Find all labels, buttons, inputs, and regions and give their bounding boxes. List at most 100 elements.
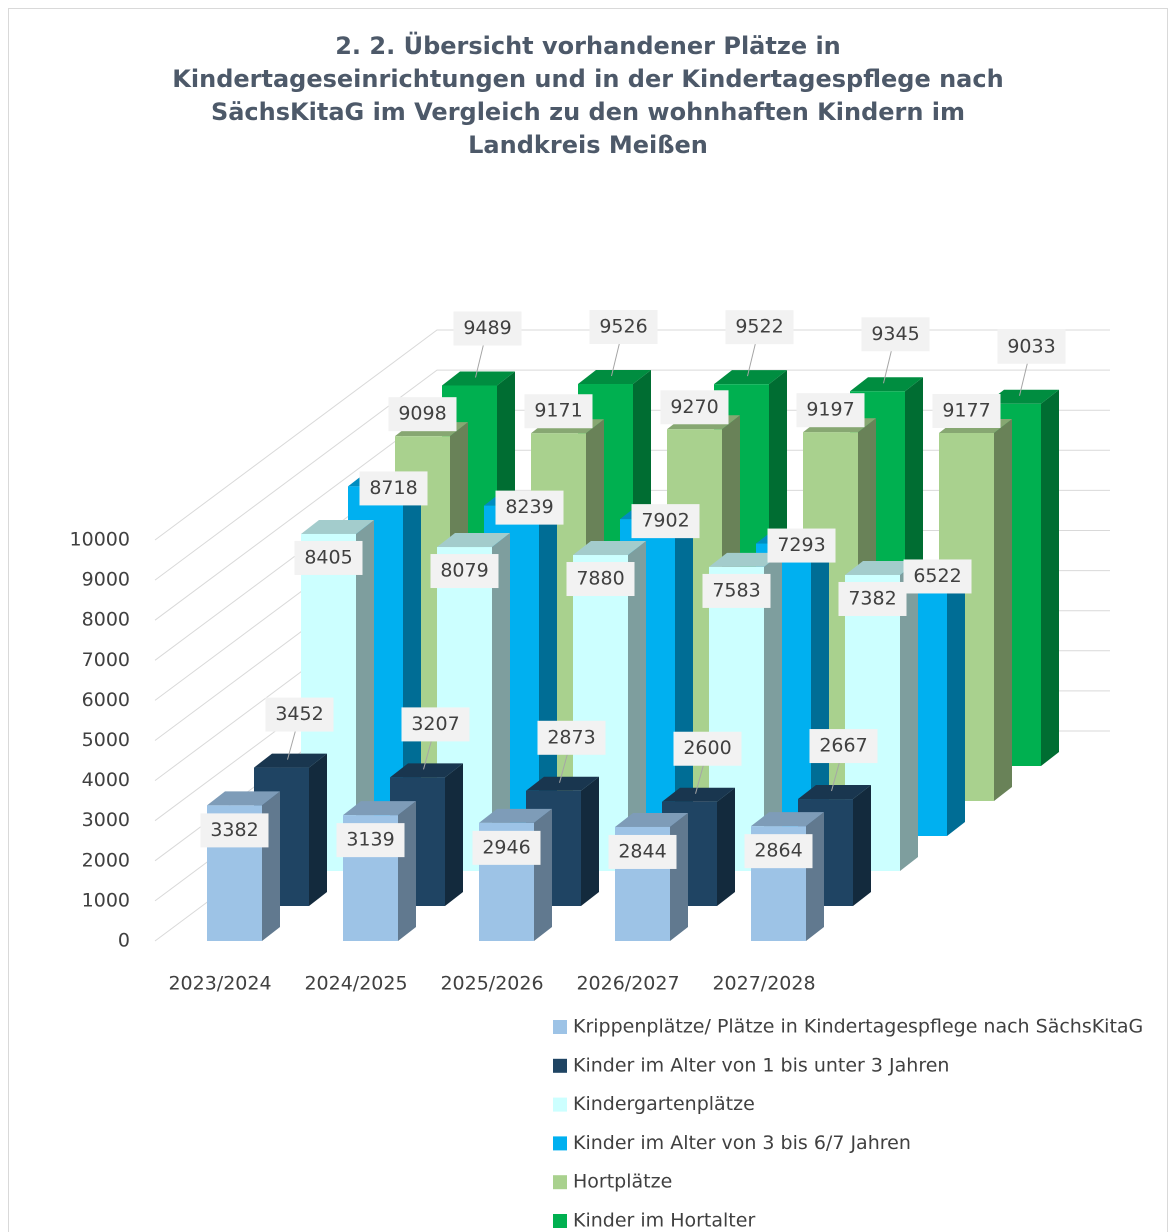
leader-line	[423, 740, 432, 770]
data-label: 9270	[670, 396, 718, 418]
data-label-box	[589, 310, 658, 345]
data-label-box	[861, 317, 930, 352]
data-label-box	[388, 397, 457, 432]
data-label: 8405	[304, 546, 352, 568]
y-tick-label: 7000	[82, 649, 130, 671]
bar-top	[254, 753, 327, 768]
bar-top	[207, 791, 280, 806]
data-label-box	[796, 393, 865, 428]
data-label: 2864	[754, 840, 802, 862]
leader-line	[1019, 362, 1028, 396]
y-tick-label: 0	[118, 930, 130, 952]
bar-top	[442, 371, 515, 386]
data-label-box	[631, 504, 700, 539]
y-tick-label: 6000	[82, 689, 130, 711]
bar-side	[900, 560, 918, 871]
y-tick-label: 2000	[82, 849, 130, 871]
leader-line	[747, 343, 756, 377]
leader-line	[287, 730, 296, 760]
data-label: 2667	[819, 735, 867, 757]
leader-line	[611, 342, 620, 377]
bar-top	[986, 389, 1059, 404]
data-label: 6522	[913, 565, 961, 587]
data-label-box	[608, 834, 677, 869]
data-label-box	[524, 394, 593, 429]
data-label: 9098	[398, 403, 446, 425]
bar-side	[853, 785, 871, 906]
legend-swatch	[553, 1136, 567, 1151]
data-label-box	[903, 559, 972, 594]
data-label-box	[566, 562, 635, 597]
bar-top	[850, 377, 923, 392]
leader-line	[559, 753, 568, 783]
data-label: 3382	[210, 819, 258, 841]
y-tick-label: 1000	[82, 889, 130, 911]
y-tick-label: 4000	[82, 769, 130, 791]
bar-top	[578, 370, 651, 385]
bar-side	[534, 808, 552, 941]
bar-side	[492, 533, 510, 871]
bar-side	[806, 812, 824, 941]
bar-side	[675, 505, 693, 836]
data-label-box	[537, 720, 606, 755]
data-label: 2946	[482, 836, 530, 858]
legend-label: Hortplätze	[573, 1171, 672, 1193]
bar-top	[798, 785, 871, 800]
legend-label: Krippenplätze/ Plätze in Kindertagespfle…	[573, 1016, 1143, 1038]
legend-label: Kinder im Alter von 1 bis unter 3 Jahren	[573, 1054, 949, 1076]
grid-line	[154, 369, 1110, 581]
data-label-box	[430, 554, 499, 589]
chart-title: 2. 2. Übersicht vorhandener Plätze in	[335, 30, 841, 60]
bar-top	[615, 812, 688, 827]
data-label: 9033	[1007, 335, 1055, 357]
bar	[479, 808, 552, 941]
data-label: 8239	[505, 496, 553, 518]
data-label: 7583	[712, 579, 760, 601]
data-label-box	[336, 823, 405, 858]
bar	[343, 801, 416, 941]
chart-title: Kindertageseinrichtungen und in der Kind…	[172, 65, 1003, 93]
data-label: 3139	[346, 829, 394, 851]
y-tick-label: 3000	[82, 809, 130, 831]
data-label-box	[838, 581, 907, 616]
data-label-box	[294, 540, 363, 575]
data-label: 3452	[275, 703, 323, 725]
y-tick-label: 8000	[82, 609, 130, 631]
bar-top	[709, 552, 782, 567]
x-tick-label: 2025/2026	[440, 973, 543, 995]
data-label: 9489	[463, 317, 511, 339]
bar-side	[403, 472, 421, 836]
bar-top	[343, 801, 416, 816]
leader-line	[831, 761, 840, 792]
data-label: 7902	[641, 510, 689, 532]
bar-side	[717, 787, 735, 906]
bar-top	[845, 560, 918, 575]
bar-top	[714, 370, 787, 385]
y-tick-label: 5000	[82, 729, 130, 751]
bar-top	[437, 533, 510, 548]
bar	[615, 812, 688, 941]
data-label-box	[660, 390, 729, 425]
data-label: 8718	[369, 477, 417, 499]
x-tick-label: 2023/2024	[168, 973, 271, 995]
data-label-box	[359, 471, 428, 506]
bar-side	[309, 753, 327, 906]
legend-label: Kinder im Hortalter	[573, 1210, 755, 1232]
data-label: 9526	[599, 316, 647, 338]
data-label: 2844	[618, 840, 666, 862]
data-label: 2600	[683, 737, 731, 759]
bar-side	[1041, 389, 1059, 766]
bar-top	[662, 787, 735, 802]
data-label-box	[725, 310, 794, 345]
bar-top	[526, 776, 599, 791]
data-label-box	[472, 830, 541, 865]
data-label-box	[673, 731, 742, 766]
bar-top	[479, 808, 552, 823]
x-tick-label: 2026/2027	[576, 973, 679, 995]
bar-side	[947, 560, 965, 836]
chart-title: SächsKitaG im Vergleich zu den wohnhafte…	[211, 98, 965, 126]
bar-top	[301, 519, 374, 534]
data-label: 8079	[440, 560, 488, 582]
data-label: 9345	[871, 323, 919, 345]
